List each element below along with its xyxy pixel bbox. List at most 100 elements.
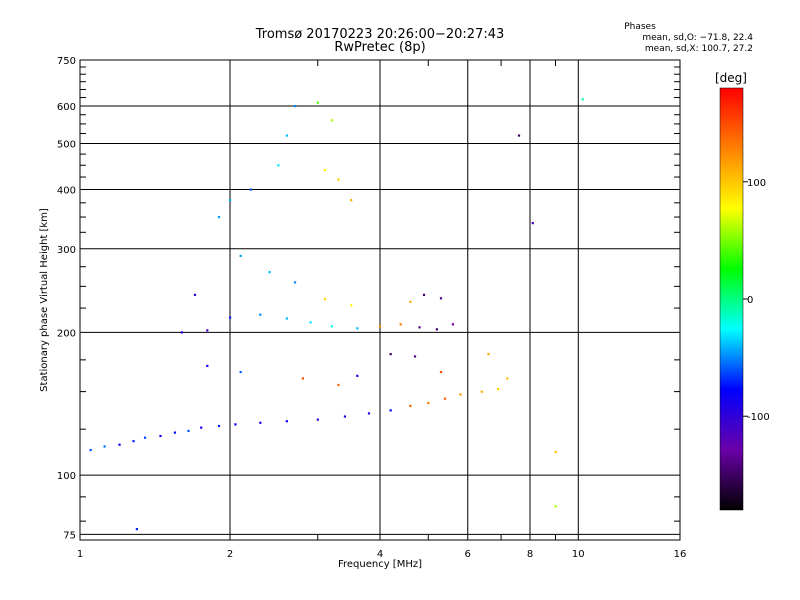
data-point (259, 313, 262, 316)
chart-title: Tromsø 20170223 20:26:00−20:27:43 (255, 27, 505, 42)
data-point (249, 188, 252, 191)
data-point (389, 409, 392, 412)
data-point (459, 393, 462, 396)
data-point (367, 412, 371, 415)
x-tick-label: 10 (572, 549, 585, 560)
x-axis-label: Frequency [MHz] (338, 559, 422, 570)
data-point (143, 436, 147, 439)
y-tick-label: 100 (57, 471, 76, 482)
x-tick-label: 8 (527, 549, 533, 560)
colorbar-label: [deg] (715, 71, 747, 85)
y-tick-label: 200 (57, 328, 76, 339)
phases-heading: Phases (624, 22, 656, 32)
data-point (277, 164, 280, 167)
data-point (239, 254, 242, 257)
chart-subtitle: RwPretec (8p) (334, 40, 426, 55)
data-point (350, 199, 353, 202)
data-point (480, 390, 483, 393)
data-point (159, 434, 162, 438)
axis-ticks: 1 2 4 6 8 10 16 75 100 200 300 400 500 600 750 (57, 56, 686, 560)
data-point (439, 297, 443, 300)
data-point (554, 450, 557, 454)
y-axis-label: Stationary phase Virtual Height [km] (39, 208, 50, 392)
data-point (350, 304, 353, 307)
data-point (427, 401, 430, 405)
data-point (356, 374, 359, 377)
data-point (323, 168, 327, 172)
data-point (285, 317, 288, 320)
data-point (229, 199, 232, 202)
data-point (293, 104, 297, 108)
data-point (531, 222, 534, 225)
data-point (487, 353, 490, 356)
data-point (330, 119, 333, 122)
data-points (89, 98, 584, 531)
data-point (323, 298, 327, 301)
data-point (193, 293, 197, 296)
data-point (285, 134, 288, 137)
data-point (180, 331, 183, 334)
x-tick-label: 1 (77, 549, 83, 560)
grid-layer (80, 59, 680, 540)
data-point (135, 528, 138, 531)
data-point (268, 271, 271, 274)
y-tick-label: 300 (57, 245, 76, 256)
data-point (581, 98, 584, 101)
data-point (217, 216, 221, 219)
data-point (443, 397, 447, 400)
data-point (356, 327, 359, 330)
data-point (259, 421, 262, 424)
data-point (330, 325, 333, 328)
phase-o-stats: mean, sd,O: −71.8, 22.4 (642, 33, 753, 43)
data-point (187, 429, 190, 433)
data-point (301, 377, 305, 380)
data-point (118, 443, 121, 446)
data-point (217, 424, 221, 428)
data-point (343, 415, 347, 418)
y-tick-label: 600 (57, 102, 76, 113)
data-point (399, 323, 402, 326)
data-point (285, 420, 288, 423)
data-point (439, 370, 443, 374)
data-point (451, 323, 455, 326)
x-tick-label: 2 (227, 549, 233, 560)
data-point (206, 329, 209, 332)
data-point (418, 326, 421, 329)
data-point (239, 370, 242, 374)
data-point (293, 281, 297, 284)
plot-frame (79, 59, 681, 541)
x-tick-label: 16 (674, 549, 687, 560)
data-point (309, 321, 312, 324)
x-tick-label: 6 (465, 549, 471, 560)
data-point (173, 431, 177, 434)
data-point (496, 387, 500, 391)
colorbar-ticks: 100 0 -100 (743, 178, 770, 423)
data-point (435, 328, 438, 331)
x-tick-label: 4 (377, 549, 383, 560)
data-point (379, 325, 382, 328)
data-point (389, 353, 392, 356)
y-tick-label: 750 (57, 56, 76, 67)
data-point (132, 440, 135, 443)
data-point (103, 445, 106, 448)
data-point (316, 418, 319, 421)
data-point (316, 101, 319, 104)
colorbar-tick-label: -100 (747, 412, 770, 423)
y-tick-label: 500 (57, 140, 76, 151)
phase-x-stats: mean, sd,X: 100.7, 27.2 (644, 44, 753, 54)
colorbar-tick-label: 100 (747, 178, 766, 189)
data-point (337, 383, 340, 387)
data-point (200, 426, 203, 429)
data-point (517, 134, 521, 137)
data-point (337, 178, 340, 181)
data-point (89, 448, 92, 452)
data-point (206, 364, 209, 368)
y-tick-label: 400 (57, 186, 76, 197)
data-point (413, 355, 417, 358)
y-tick-label: 75 (63, 530, 76, 541)
colorbar (719, 87, 744, 511)
data-point (229, 316, 232, 319)
data-point (506, 377, 509, 380)
data-point (409, 300, 412, 303)
